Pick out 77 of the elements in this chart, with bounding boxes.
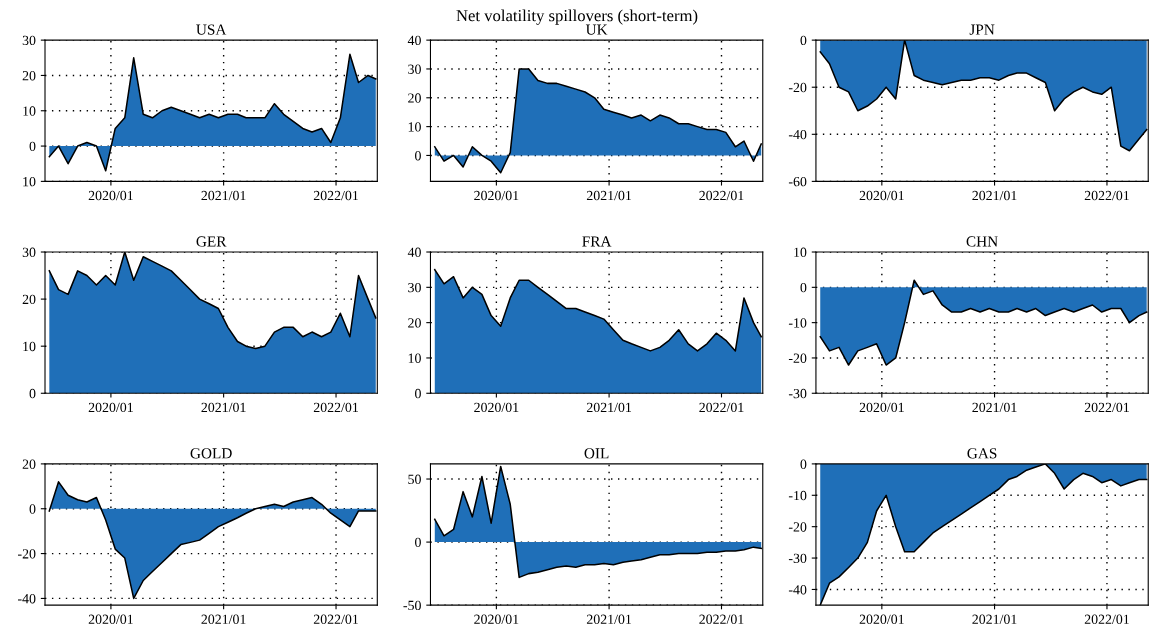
x-tick-label: 2020/01 [88, 402, 133, 413]
x-tick-label: 2020/01 [859, 402, 904, 413]
y-tick-label: -20 [788, 353, 807, 363]
y-tick-label: -20 [788, 522, 807, 532]
y-tick-label: 10 [794, 247, 807, 257]
chart-title: OIL [584, 448, 609, 459]
x-tick-label: 2021/01 [586, 614, 632, 624]
chart-title: JPN [969, 24, 995, 35]
x-tick-label: 2020/01 [474, 190, 519, 201]
y-tick-label: -10 [788, 490, 807, 501]
y-tick-label: 0 [29, 504, 36, 514]
y-tick-label: 20 [408, 93, 421, 103]
y-tick-label: 40 [407, 247, 421, 257]
y-tick-label: 10 [408, 122, 421, 132]
x-tick-label: 2022/01 [1084, 190, 1129, 201]
x-tick-label: 2021/01 [201, 190, 246, 201]
y-tick-label: -60 [788, 176, 807, 187]
chart-title: CHN [966, 236, 998, 247]
y-tick-label: 10 [23, 341, 36, 352]
x-tick-label: 2021/01 [586, 190, 632, 201]
y-tick-label: -30 [788, 388, 807, 399]
x-tick-label: 2021/01 [972, 614, 1017, 624]
y-tick-label: 50 [408, 474, 421, 484]
x-tick-label: 2022/01 [313, 190, 358, 201]
x-tick-label: 2022/01 [313, 614, 358, 624]
y-tick-label: -20 [788, 82, 807, 93]
y-tick-label: -40 [17, 594, 36, 604]
y-tick-label: 0 [29, 141, 36, 152]
y-tick-label: 0 [800, 282, 807, 293]
y-tick-label: 0 [415, 151, 421, 161]
text: Net volatility spillovers (short-term) [456, 9, 698, 25]
x-tick-label: 2020/01 [474, 614, 519, 624]
x-tick-label: 2022/01 [699, 614, 744, 624]
chart-title: GER [196, 236, 227, 247]
x-tick-label: 2021/01 [972, 402, 1017, 413]
x-tick-label: 2022/01 [1084, 614, 1129, 624]
y-tick-label: 40 [407, 35, 421, 46]
y-tick-label: 0 [800, 35, 807, 46]
x-tick-label: 2021/01 [201, 614, 246, 624]
x-tick-label: 2020/01 [88, 614, 133, 624]
y-tick-label: 30 [408, 64, 421, 74]
x-tick-label: 2020/01 [88, 190, 133, 201]
x-tick-label: 2022/01 [313, 402, 358, 413]
y-tick-label: 30 [22, 247, 36, 257]
chart-title: GAS [967, 448, 997, 459]
y-tick-label: -10 [788, 318, 807, 328]
y-tick-label: 20 [22, 459, 36, 469]
x-tick-label: 2022/01 [699, 190, 744, 201]
y-tick-label: -40 [788, 585, 807, 595]
y-tick-label: 0 [415, 537, 421, 548]
y-tick-label: -40 [788, 129, 807, 140]
y-tick-label: 20 [22, 71, 36, 81]
x-tick-label: 2022/01 [699, 402, 744, 413]
x-tick-label: 2021/01 [201, 402, 246, 413]
x-tick-label: 2022/01 [1084, 402, 1129, 413]
chart-title: GOLD [190, 448, 232, 459]
y-tick-label: 10 [23, 176, 36, 187]
y-tick-label: 0 [415, 388, 421, 399]
y-tick-label: 30 [22, 35, 36, 46]
x-tick-label: 2021/01 [586, 402, 632, 413]
x-tick-label: 2020/01 [859, 190, 904, 201]
y-tick-label: 20 [22, 294, 36, 305]
y-tick-label: 20 [408, 318, 421, 328]
chart-title: UK [585, 24, 608, 35]
y-tick-label: 0 [800, 459, 807, 469]
chart-title: USA [196, 24, 227, 35]
x-tick-label: 2020/01 [859, 614, 904, 624]
y-tick-label: 10 [408, 353, 421, 363]
y-tick-label: -30 [788, 553, 807, 564]
y-tick-label: 0 [29, 388, 36, 399]
chart-title: FRA [582, 236, 612, 247]
y-tick-label: -20 [17, 549, 36, 559]
y-tick-label: 10 [23, 106, 36, 116]
y-tick-label: -50 [403, 600, 421, 611]
x-tick-label: 2020/01 [474, 402, 519, 413]
y-tick-label: 30 [408, 282, 421, 293]
x-tick-label: 2021/01 [972, 190, 1017, 201]
